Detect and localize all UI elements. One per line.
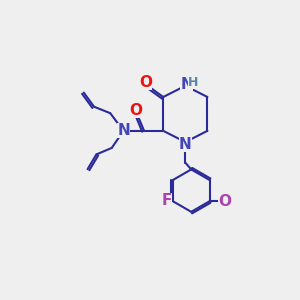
Text: N: N — [117, 123, 130, 138]
Text: O: O — [129, 103, 142, 118]
Text: N: N — [179, 137, 192, 152]
Text: N: N — [180, 77, 193, 92]
Text: O: O — [218, 194, 231, 209]
Text: H: H — [188, 76, 198, 89]
Text: F: F — [161, 193, 172, 208]
Text: O: O — [139, 75, 152, 90]
